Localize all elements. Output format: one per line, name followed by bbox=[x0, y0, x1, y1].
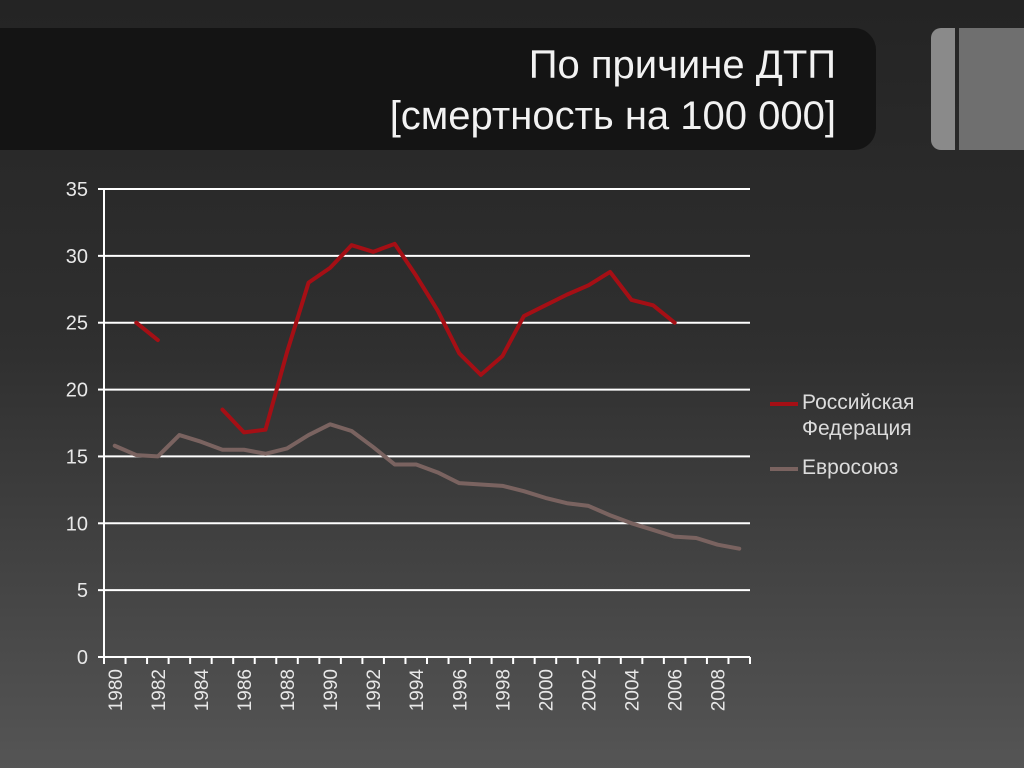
x-tick-label: 1998 bbox=[493, 669, 514, 711]
x-tick-label: 1990 bbox=[321, 669, 342, 711]
x-tick-label: 1996 bbox=[450, 669, 471, 711]
x-tick-label: 1984 bbox=[192, 669, 213, 712]
x-tick-label: 2000 bbox=[536, 669, 557, 711]
series-line-0-segment-1 bbox=[220, 241, 677, 435]
x-tick-label: 2002 bbox=[580, 669, 601, 711]
legend-item-russia: Российская Федерация bbox=[770, 390, 1010, 443]
legend-label-eu: Евросоюз bbox=[802, 455, 899, 479]
x-tick-label: 1986 bbox=[235, 669, 256, 711]
x-tick-label: 2008 bbox=[709, 669, 730, 711]
y-tick-label: 35 bbox=[66, 179, 88, 201]
title-box: По причине ДТП [смертность на 100 000] bbox=[0, 28, 876, 150]
decor-bar-right bbox=[959, 28, 1024, 150]
y-tick-label: 20 bbox=[66, 380, 88, 402]
x-tick-label: 2006 bbox=[666, 669, 687, 711]
x-tick-label: 1982 bbox=[149, 669, 170, 711]
y-tick-label: 0 bbox=[77, 647, 88, 669]
series-line-1-segment-0 bbox=[112, 422, 742, 551]
legend-item-eu: Евросоюз bbox=[770, 455, 1010, 481]
title-line-2: [смертность на 100 000] bbox=[389, 94, 836, 138]
y-tick-label: 25 bbox=[66, 313, 88, 335]
chart-legend: Российская Федерация Евросоюз bbox=[770, 390, 1010, 493]
y-tick-label: 15 bbox=[66, 446, 88, 468]
y-tick-label: 30 bbox=[66, 246, 88, 268]
y-tick-label: 5 bbox=[77, 580, 88, 602]
legend-label-russia: Российская Федерация bbox=[802, 391, 915, 441]
title-line-1: По причине ДТП bbox=[528, 43, 836, 87]
x-tick-label: 2004 bbox=[623, 669, 644, 712]
x-tick-label: 1988 bbox=[278, 669, 299, 711]
x-tick-label: 1980 bbox=[106, 669, 127, 711]
y-tick-label: 10 bbox=[66, 513, 88, 535]
decor-bar-left bbox=[931, 28, 955, 150]
legend-swatch-russia bbox=[770, 402, 798, 406]
x-tick-label: 1994 bbox=[407, 669, 428, 712]
legend-swatch-eu bbox=[770, 466, 798, 471]
series-line-0-segment-0 bbox=[134, 320, 160, 343]
x-tick-label: 1992 bbox=[364, 669, 385, 711]
